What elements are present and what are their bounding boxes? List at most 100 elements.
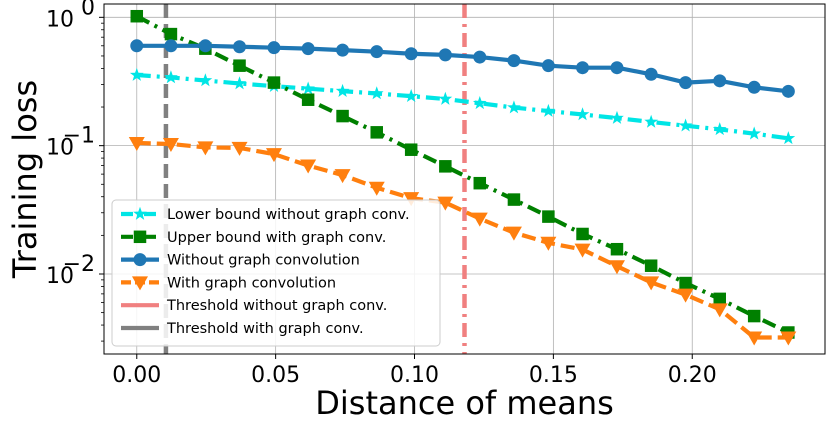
series-point [162,138,179,153]
series-point [540,236,557,251]
series-point [438,91,453,105]
series-point [198,39,212,53]
series-point [677,288,694,303]
plot-frame [103,3,826,355]
series-point [133,230,147,244]
series-point [197,141,214,156]
series-point [133,206,147,220]
legend-label: Lower bound without graph conv. [167,207,410,223]
y-tick-label: 10 [46,7,74,32]
legend-box [111,199,441,347]
series-point [473,176,487,190]
series-point [747,309,761,323]
series-point [336,43,350,57]
series-point [438,48,452,62]
series-point [233,40,247,54]
series-point [369,86,384,100]
series-point [747,126,762,140]
series-point [541,59,555,73]
y-tick-label: 10 [46,136,74,161]
series-point [267,41,281,55]
series-point [679,276,692,290]
series-point [644,259,658,272]
series-point [437,196,454,211]
series-point [301,81,315,95]
series-point [164,70,178,84]
series-point [608,260,625,275]
series-point [133,253,147,267]
series-point [575,107,590,121]
series-point [267,76,281,89]
y-tick-label: 10 [46,264,74,289]
y-axis-label: Training loss [6,80,44,279]
x-tick-label: 0.00 [112,363,161,388]
series-point [132,276,148,291]
series-point [574,243,591,258]
series-point [747,80,761,94]
series-point [576,227,589,241]
series-point [610,110,624,124]
series-point [507,54,521,68]
legend-label: With graph convolution [167,275,336,291]
series-point [164,27,178,41]
series-point [233,59,246,72]
series-point [713,74,727,88]
series-point [301,42,315,56]
x-axis-label: Distance of means [315,384,614,422]
series-point [404,88,419,102]
legend-label: Without graph convolution [167,253,360,269]
series-point [301,93,315,106]
legend-label: Upper bound with graph conv. [167,230,386,246]
x-tick-label: 0.20 [668,363,717,388]
series-point [746,331,763,346]
series-point [130,9,144,23]
series-point [404,47,418,61]
series-point [541,103,556,117]
plot-area [128,4,797,354]
series-point [471,212,488,227]
x-tick-label: 0.10 [390,363,439,388]
series-point [129,67,144,81]
series-point [265,148,282,163]
series-point [130,39,144,53]
series-point [403,192,420,207]
series-point [713,292,726,306]
series-point [336,109,349,123]
series-point [368,181,385,196]
series-point [232,76,247,90]
series-point [507,100,521,114]
series-point [679,76,693,90]
series-point [610,61,624,75]
series-point [542,210,555,223]
series-point [678,118,693,132]
series-point [780,331,797,346]
series-point [643,276,660,291]
series-point [472,96,487,110]
legend-label: Threshold without graph conv. [166,298,387,314]
x-tick-label: 0.15 [529,363,578,388]
y-tick-exponent: −2 [63,252,95,277]
series-point [231,141,248,156]
series-point [198,73,213,87]
series-point [781,84,795,98]
series-point [711,303,728,318]
series-point [610,242,624,256]
series-point [300,159,317,174]
series-point [128,136,145,151]
legend: Lower bound without graph conv. Upper bou… [111,199,441,347]
series-point [164,39,178,53]
series-point [370,126,383,139]
series-point [335,83,350,97]
series-point [334,169,351,184]
legend-label: Threshold with graph conv. [166,321,364,337]
series-point [505,226,522,241]
series-point [370,45,384,59]
series-point [712,122,727,136]
series-point [507,193,521,206]
series-point [439,160,452,173]
series-point [644,67,658,81]
series-point [781,131,796,145]
series-point [576,61,590,75]
